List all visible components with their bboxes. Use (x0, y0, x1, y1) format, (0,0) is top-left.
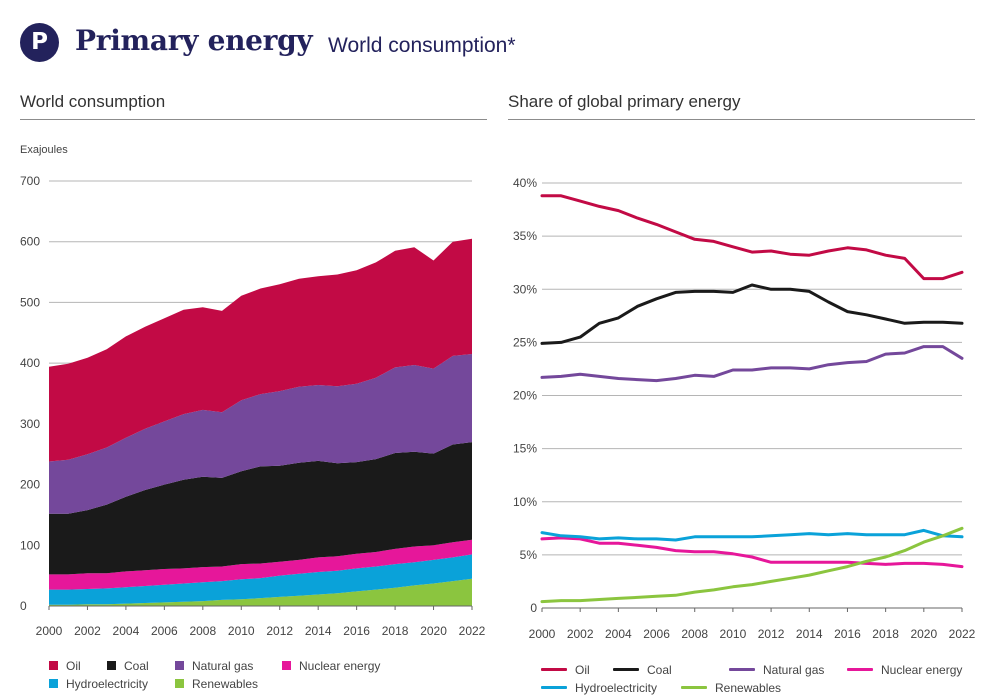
right-x-tick-2022: 2022 (949, 627, 976, 641)
line-hydroelectricity (540, 528, 964, 542)
right-x-tick-2014: 2014 (796, 627, 823, 641)
right-title-rule (508, 119, 975, 120)
legend-label-coal: Coal (124, 659, 149, 673)
right-y-tick-25-: 25% (513, 335, 537, 349)
legend-item-nuclear-energy: Nuclear energy (282, 659, 380, 673)
legend-label-oil: Oil (575, 663, 590, 677)
area-oil (49, 238, 472, 462)
line-nuclear-energy (540, 536, 964, 569)
right-chart-title: Share of global primary energy (508, 92, 741, 111)
left-x-tick-2008: 2008 (189, 624, 216, 638)
left-x-tick-2022: 2022 (459, 624, 486, 638)
left-x-tick-2018: 2018 (382, 624, 409, 638)
legend-label-hydroelectricity: Hydroelectricity (575, 681, 658, 695)
left-x-tick-2010: 2010 (228, 624, 255, 638)
left-chart-title: World consumption (20, 92, 166, 111)
left-y-tick-0: 0 (20, 599, 27, 613)
legend-swatch-nuclear-energy (282, 661, 291, 671)
left-title-rule (20, 119, 487, 120)
legend-swatch-coal (613, 668, 639, 672)
page-title: Primary energy (75, 24, 313, 57)
right-y-tick-30-: 30% (513, 282, 537, 296)
legend-item-hydroelectricity: Hydroelectricity (49, 677, 148, 691)
legend-swatch-oil (541, 668, 567, 672)
legend-swatch-renewables (681, 686, 707, 690)
page-subtitle: World consumption* (328, 34, 516, 57)
left-y-tick-300: 300 (20, 417, 40, 431)
legend-item-renewables: Renewables (175, 677, 258, 691)
legend-label-nuclear-energy: Nuclear energy (881, 663, 963, 677)
area-natural-gas (49, 354, 472, 514)
right-x-tick-2000: 2000 (529, 627, 556, 641)
legend-swatch-renewables (175, 679, 184, 689)
left-y-tick-400: 400 (20, 356, 40, 370)
legend-item-nuclear-energy: Nuclear energy (847, 663, 962, 677)
left-y-tick-500: 500 (20, 295, 40, 309)
left-y-tick-700: 700 (20, 174, 40, 188)
legend-label-renewables: Renewables (715, 681, 782, 695)
left-x-tick-2016: 2016 (343, 624, 370, 638)
right-x-tick-2006: 2006 (643, 627, 670, 641)
legend-swatch-nuclear-energy (847, 668, 873, 672)
right-x-tick-2008: 2008 (681, 627, 708, 641)
left-y-tick-600: 600 (20, 235, 40, 249)
legend-item-oil: Oil (541, 663, 590, 677)
legend-label-nuclear-energy: Nuclear energy (299, 659, 381, 673)
section-badge: P (20, 23, 59, 62)
right-y-tick-35-: 35% (513, 229, 537, 243)
right-x-tick-2012: 2012 (758, 627, 785, 641)
legend-item-natural-gas: Natural gas (175, 659, 253, 673)
right-x-tick-2018: 2018 (872, 627, 899, 641)
legend-item-hydroelectricity: Hydroelectricity (541, 681, 657, 695)
area-nuclear-energy (49, 539, 472, 590)
legend-swatch-natural-gas (729, 668, 755, 672)
right-y-tick-10-: 10% (513, 495, 537, 509)
right-x-tick-2004: 2004 (605, 627, 632, 641)
legend-item-natural-gas: Natural gas (729, 663, 824, 677)
legend-swatch-natural-gas (175, 661, 184, 671)
legend-item-coal: Coal (613, 663, 672, 677)
left-y-tick-200: 200 (20, 478, 40, 492)
right-x-tick-2010: 2010 (720, 627, 747, 641)
left-x-tick-2020: 2020 (420, 624, 447, 638)
left-x-tick-2012: 2012 (266, 624, 293, 638)
right-y-tick-40-: 40% (513, 176, 537, 190)
legend-label-oil: Oil (66, 659, 81, 673)
left-x-tick-2000: 2000 (36, 624, 63, 638)
legend-label-coal: Coal (647, 663, 672, 677)
legend-swatch-oil (49, 661, 58, 671)
left-x-tick-2014: 2014 (305, 624, 332, 638)
legend-item-oil: Oil (49, 659, 81, 673)
legend-swatch-hydroelectricity (49, 679, 58, 689)
line-coal (540, 283, 964, 345)
left-y-unit: Exajoules (20, 144, 68, 156)
legend-label-hydroelectricity: Hydroelectricity (66, 677, 149, 691)
right-x-tick-2002: 2002 (567, 627, 594, 641)
legend-label-natural-gas: Natural gas (763, 663, 825, 677)
legend-swatch-coal (107, 661, 116, 671)
legend-label-renewables: Renewables (192, 677, 259, 691)
right-y-tick-5-: 5% (520, 548, 538, 562)
right-y-tick-0: 0 (530, 601, 537, 615)
legend-swatch-hydroelectricity (541, 686, 567, 690)
legend-label-natural-gas: Natural gas (192, 659, 254, 673)
area-hydroelectricity (49, 554, 472, 605)
right-x-tick-2020: 2020 (910, 627, 937, 641)
line-oil (540, 194, 964, 281)
right-x-tick-2016: 2016 (834, 627, 861, 641)
area-coal (49, 442, 472, 575)
line-natural-gas (540, 345, 964, 383)
area-renewables (49, 578, 472, 606)
left-x-tick-2004: 2004 (113, 624, 140, 638)
left-x-tick-2002: 2002 (74, 624, 101, 638)
legend-item-renewables: Renewables (681, 681, 781, 695)
right-y-tick-15-: 15% (513, 442, 537, 456)
line-renewables (540, 526, 964, 604)
left-y-tick-100: 100 (20, 538, 40, 552)
right-y-tick-20-: 20% (513, 389, 537, 403)
left-x-tick-2006: 2006 (151, 624, 178, 638)
legend-item-coal: Coal (107, 659, 149, 673)
